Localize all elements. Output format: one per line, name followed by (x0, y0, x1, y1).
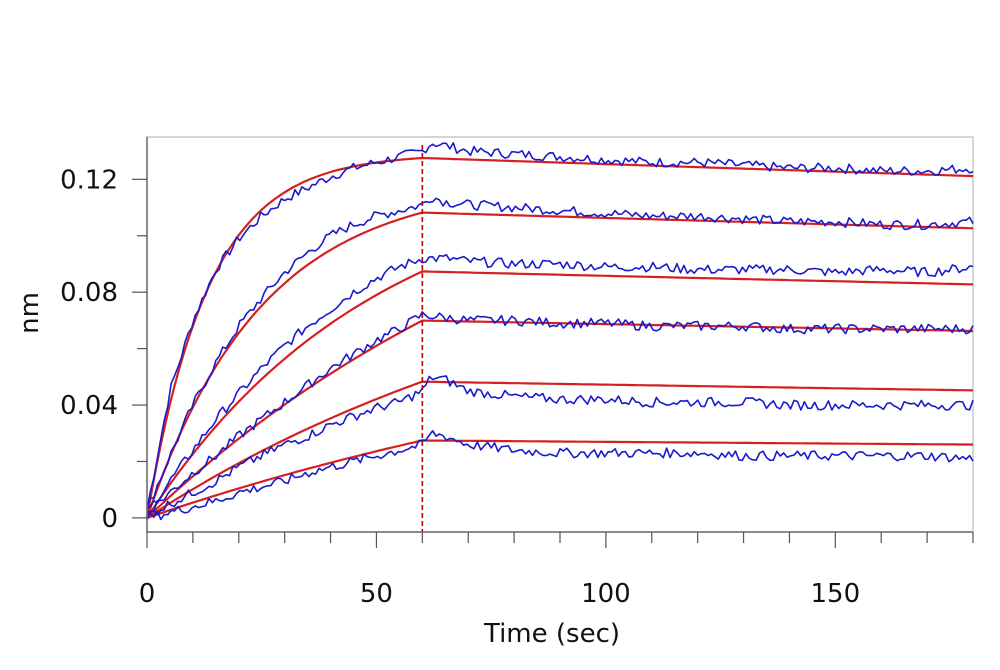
measured-curve (146, 197, 974, 508)
y-tick-label: 0.04 (60, 391, 118, 421)
axes: 0 50 100 150 0 0.04 0.08 0.12 (60, 137, 974, 609)
fit-curve (146, 380, 974, 519)
measured-curves (146, 142, 974, 521)
y-tick-label: 0.08 (60, 278, 118, 308)
plot-area (146, 136, 974, 533)
x-tick-label: 150 (811, 579, 861, 609)
y-tick-label: 0 (101, 504, 118, 534)
measured-curve (146, 311, 974, 514)
fit-curve (146, 439, 974, 519)
y-tick-label: 0.12 (60, 165, 118, 195)
x-tick-label: 50 (360, 579, 393, 609)
measured-curve (146, 429, 974, 521)
x-axis-title: Time (sec) (483, 619, 620, 649)
y-axis-title: nm (15, 292, 45, 334)
measured-curve (146, 142, 974, 510)
x-tick-label: 0 (139, 579, 156, 609)
measured-curve (146, 254, 974, 510)
measured-curve (146, 375, 974, 516)
fit-curve (146, 270, 974, 519)
x-tick-label: 100 (581, 579, 631, 609)
